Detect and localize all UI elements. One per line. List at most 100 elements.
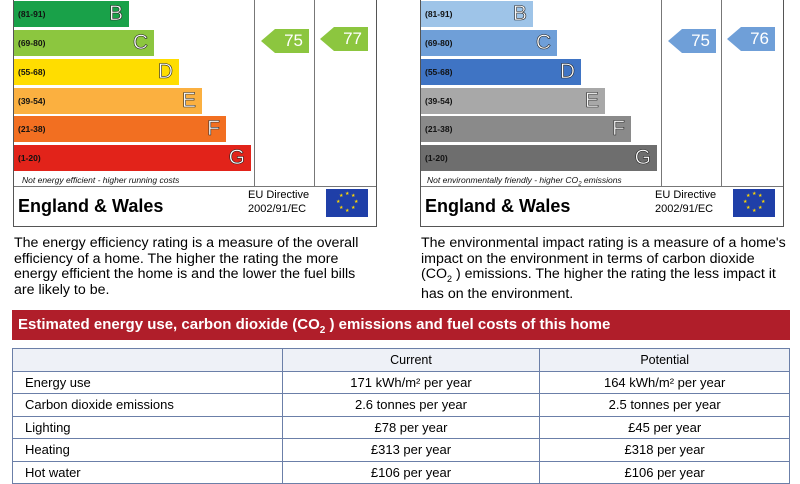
band-d: (55-68) D [14, 59, 179, 85]
row-label: Lighting [12, 415, 283, 439]
row-label: Carbon dioxide emissions [12, 393, 283, 417]
band-range: (39-54) [18, 96, 46, 106]
eu-flag-icon: ★ ★ ★ ★ ★ ★ ★ ★ [326, 189, 368, 217]
env-description-subscript: 2 [447, 273, 453, 284]
band-letter: D [559, 60, 576, 84]
band-letter: B [108, 2, 124, 26]
current-rating-value: 75 [691, 31, 710, 50]
band-footnote: Not environmentally friendly - higher CO… [427, 175, 622, 188]
band-g: (1-20) G [14, 145, 251, 171]
band-range: (69-80) [425, 38, 453, 48]
header-blank [12, 348, 283, 372]
band-range: (1-20) [425, 153, 448, 163]
environmental-rating-description: The environmental impact rating is a mea… [421, 235, 786, 303]
current-value: 2.6 tonnes per year [281, 393, 541, 417]
table-row: Hot water £106 per year £106 per year [12, 460, 790, 484]
band-f: (21-38) F [14, 116, 226, 142]
directive-line-1: EU Directive [248, 189, 310, 201]
column-divider [314, 0, 315, 186]
potential-rating-arrow: 77 [320, 27, 368, 51]
eu-directive: EU Directive 2002/91/EC [248, 188, 309, 216]
potential-value: £106 per year [539, 460, 790, 484]
table-row: Energy use 171 kWh/m² per year 164 kWh/m… [12, 370, 790, 394]
eu-flag-icon: ★ ★ ★ ★ ★ ★ ★ ★ [733, 189, 775, 217]
band-e: (39-54) E [14, 88, 202, 114]
header-current: Current [281, 348, 541, 372]
potential-value: £318 per year [539, 438, 790, 462]
current-value: 171 kWh/m² per year [281, 370, 541, 394]
current-value: £313 per year [281, 438, 541, 462]
row-label: Energy use [12, 370, 283, 394]
current-rating-arrow: 75 [668, 29, 716, 53]
band-e: (39-54) E [421, 88, 605, 114]
potential-value: 164 kWh/m² per year [539, 370, 790, 394]
table-row: Heating £313 per year £318 per year [12, 438, 790, 462]
potential-rating-arrow: 76 [727, 27, 775, 51]
band-letter: E [584, 89, 600, 113]
region-label: England & Wales [425, 196, 571, 216]
band-f: (21-38) F [421, 116, 631, 142]
directive-line-2: 2002/91/EC [655, 203, 714, 215]
directive-line-1: EU Directive [655, 189, 717, 201]
band-letter: B [512, 2, 528, 26]
band-b: (81-91) B [14, 1, 129, 27]
energy-costs-table: Current Potential Energy use 171 kWh/m² … [12, 348, 790, 484]
band-letter: F [612, 117, 625, 141]
directive-line-2: 2002/91/EC [248, 203, 307, 215]
band-letter: G [228, 146, 245, 170]
band-d: (55-68) D [421, 59, 581, 85]
band-letter: C [535, 31, 552, 55]
potential-rating-value: 76 [750, 29, 769, 48]
table-header-row: Current Potential [12, 348, 790, 372]
eu-directive: EU Directive 2002/91/EC [655, 188, 716, 216]
column-divider [661, 0, 662, 186]
env-description-part-2: ) emissions. The higher the rating the l… [421, 266, 776, 303]
row-label: Hot water [12, 460, 283, 484]
column-divider [721, 0, 722, 186]
header-potential: Potential [539, 348, 790, 372]
current-value: £78 per year [281, 415, 541, 439]
env-description-part-1: The environmental impact rating is a mea… [421, 235, 786, 282]
footnote-prefix: Not environmentally friendly - higher CO [427, 175, 579, 185]
energy-rating-description: The energy efficiency rating is a measur… [14, 235, 359, 298]
current-value: £106 per year [281, 460, 541, 484]
band-letter: F [207, 117, 220, 141]
band-range: (39-54) [425, 96, 453, 106]
section-title: Estimated energy use, carbon dioxide (CO… [18, 316, 610, 336]
column-divider [254, 0, 255, 186]
banner-part-2: ) emissions and fuel costs of this home [325, 316, 611, 333]
divider [14, 186, 376, 187]
band-g: (1-20) G [421, 145, 657, 171]
footnote-subscript: 2 [578, 181, 582, 188]
band-letter: E [181, 89, 197, 113]
band-range: (69-80) [18, 38, 46, 48]
band-letter: D [157, 60, 174, 84]
energy-efficiency-panel: (81-91) B (69-80) C (55-68) D (39-54) E … [13, 0, 377, 227]
row-label: Heating [12, 438, 283, 462]
band-range: (81-91) [18, 9, 46, 19]
current-rating-arrow: 75 [261, 29, 309, 53]
banner-subscript: 2 [319, 325, 326, 336]
footnote-suffix: emissions [581, 175, 622, 185]
environmental-impact-panel: (81-91) B (69-80) C (55-68) D (39-54) E … [420, 0, 784, 227]
band-letter: G [634, 146, 651, 170]
potential-value: £45 per year [539, 415, 790, 439]
section-banner: Estimated energy use, carbon dioxide (CO… [12, 310, 790, 340]
table-row: Carbon dioxide emissions 2.6 tonnes per … [12, 393, 790, 417]
banner-part-1: Estimated energy use, carbon dioxide (CO [18, 316, 320, 333]
band-footnote: Not energy efficient - higher running co… [22, 175, 180, 185]
band-range: (1-20) [18, 153, 41, 163]
band-c: (69-80) C [14, 30, 154, 56]
potential-value: 2.5 tonnes per year [539, 393, 790, 417]
current-rating-value: 75 [284, 31, 303, 50]
band-range: (21-38) [425, 124, 453, 134]
band-b: (81-91) B [421, 1, 533, 27]
band-range: (21-38) [18, 124, 46, 134]
divider [421, 186, 783, 187]
potential-rating-value: 77 [343, 29, 362, 48]
band-range: (55-68) [425, 67, 453, 77]
region-label: England & Wales [18, 196, 164, 216]
table-row: Lighting £78 per year £45 per year [12, 415, 790, 439]
band-range: (55-68) [18, 67, 46, 77]
band-c: (69-80) C [421, 30, 557, 56]
